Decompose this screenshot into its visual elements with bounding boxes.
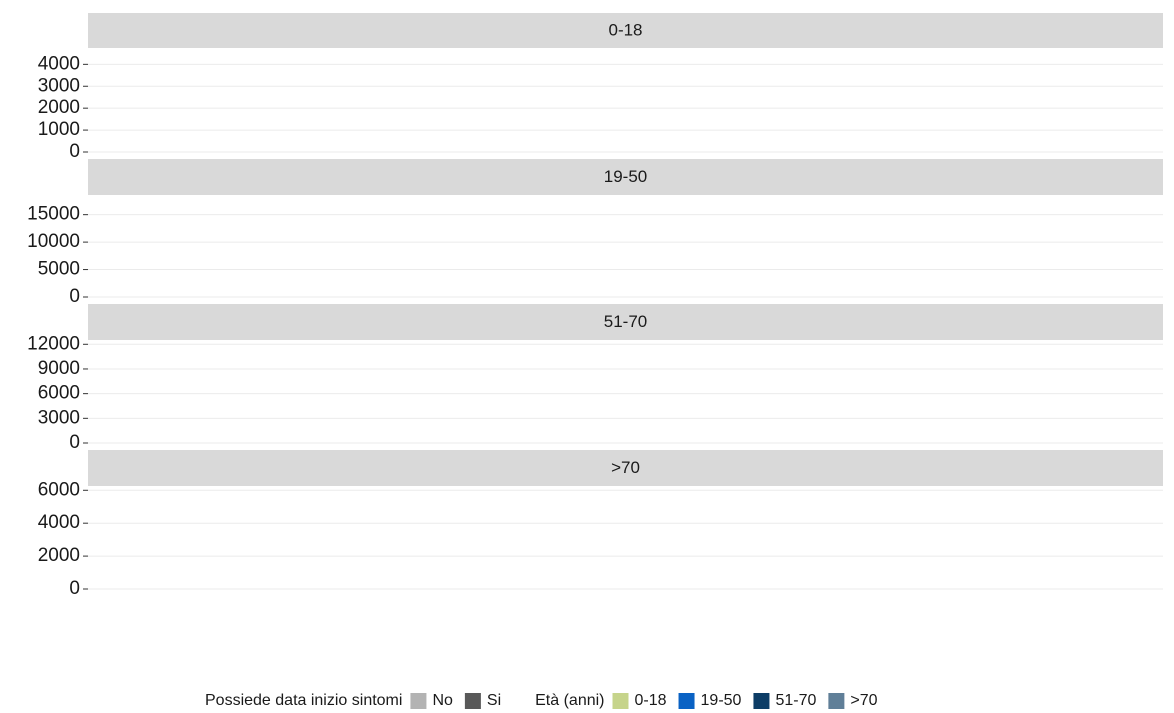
y-tick-label: 5000 — [38, 259, 80, 280]
strip — [88, 13, 1163, 48]
legend-swatch — [464, 693, 481, 709]
strip — [88, 450, 1163, 486]
y-tick-label: 12000 — [27, 333, 80, 354]
y-tick-label: 0 — [69, 432, 80, 453]
legend-label: 19-50 — [701, 692, 742, 709]
legend-label: 51-70 — [775, 692, 816, 709]
y-tick-label: 6000 — [38, 479, 80, 500]
legend-swatch — [678, 693, 695, 709]
legend-swatch — [612, 693, 629, 709]
legend-label: Si — [487, 692, 501, 709]
y-tick-label: 9000 — [38, 358, 80, 379]
legend-label: >70 — [850, 692, 877, 709]
y-tick-label: 6000 — [38, 383, 80, 404]
legend-label: No — [432, 692, 453, 709]
legend-swatch — [410, 693, 427, 709]
y-tick-label: 0 — [69, 141, 80, 162]
legend-title: Età (anni) — [535, 692, 604, 709]
strip — [88, 304, 1163, 340]
y-tick-label: 3000 — [38, 407, 80, 428]
y-tick-label: 4000 — [38, 512, 80, 533]
strip-label: 0-18 — [608, 20, 642, 39]
y-tick-label: 0 — [69, 286, 80, 307]
strip — [88, 159, 1163, 195]
legend-title: Possiede data inizio sintomi — [205, 692, 402, 709]
y-tick-label: 3000 — [38, 75, 80, 96]
legend-swatch — [753, 693, 770, 709]
y-tick-label: 1000 — [38, 119, 80, 140]
y-tick-label: 0 — [69, 578, 80, 599]
y-tick-label: 15000 — [27, 204, 80, 225]
strip-label: 51-70 — [604, 312, 647, 331]
strip-label: >70 — [611, 458, 640, 477]
y-tick-label: 10000 — [27, 231, 80, 252]
legend-label: 0-18 — [635, 692, 667, 709]
y-tick-label: 2000 — [38, 97, 80, 118]
legend-swatch — [828, 693, 845, 709]
y-tick-label: 2000 — [38, 545, 80, 566]
y-tick-label: 4000 — [38, 53, 80, 74]
strip-label: 19-50 — [604, 167, 647, 186]
